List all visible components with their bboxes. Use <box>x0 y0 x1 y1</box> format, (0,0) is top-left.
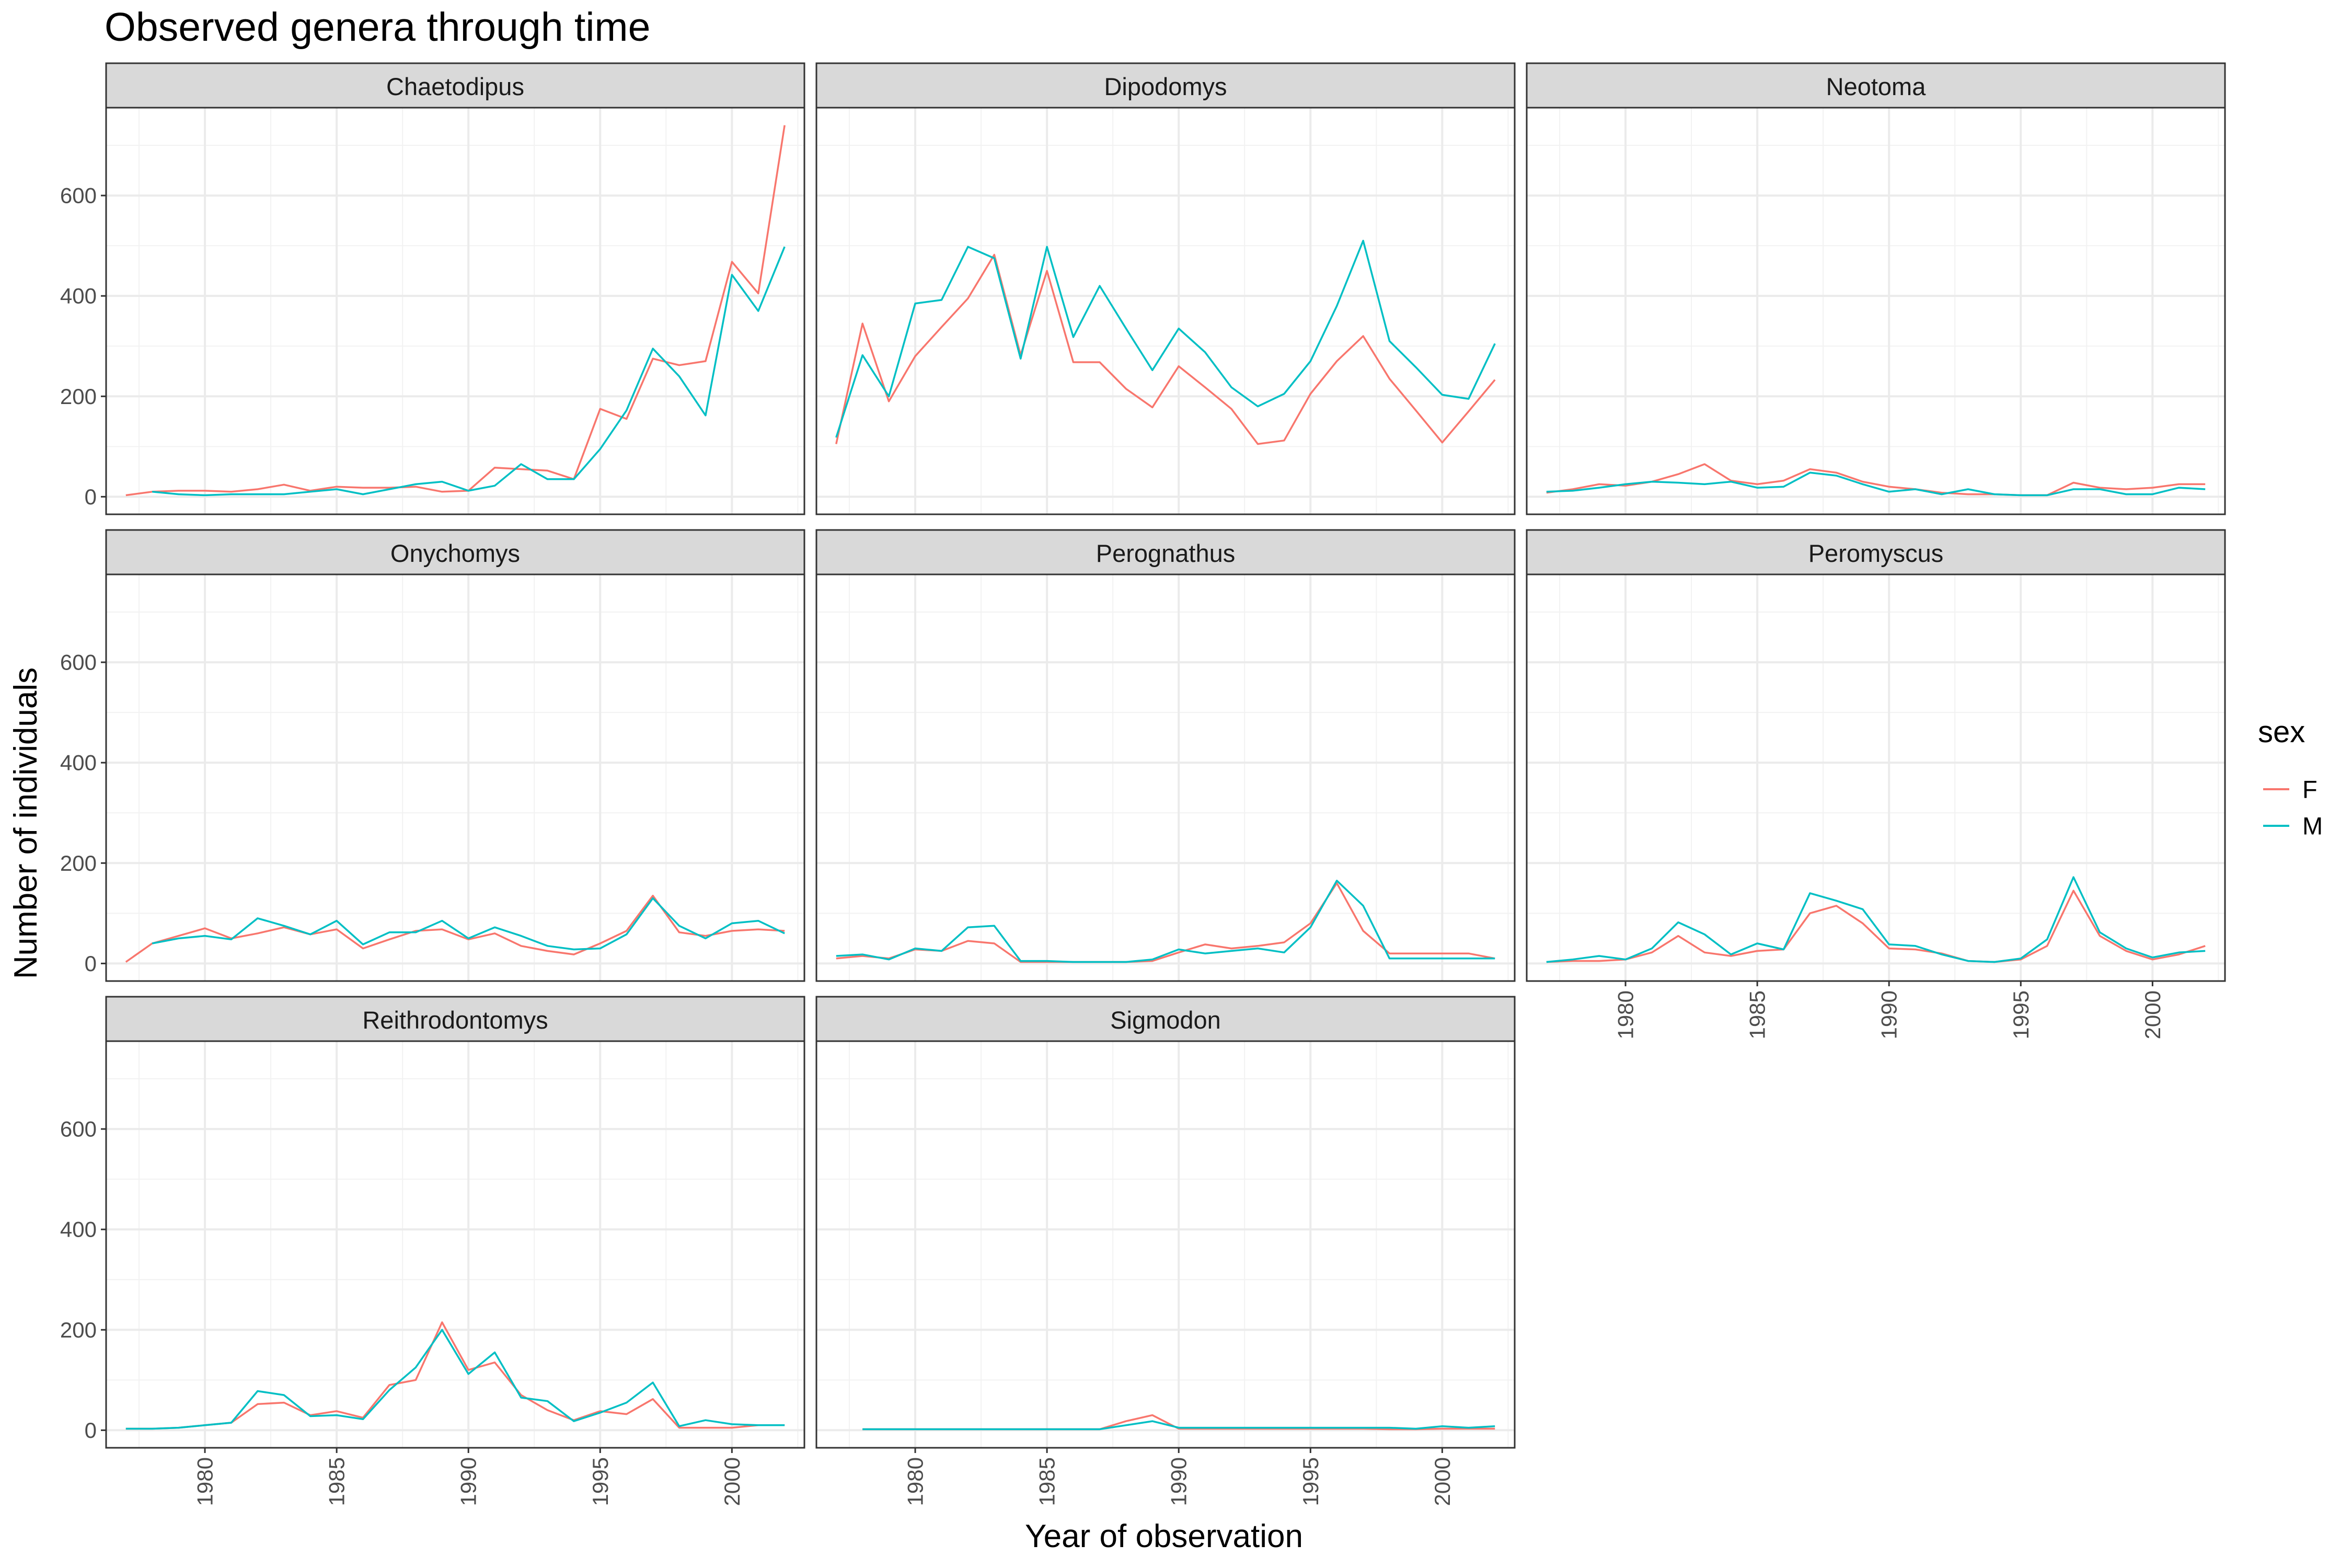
panel-border <box>1526 107 2226 515</box>
y-tick-label: 200 <box>60 1318 97 1342</box>
panel-background <box>1526 107 2226 515</box>
x-tick-label: 1985 <box>1745 990 1770 1039</box>
facet-perognathus: Perognathus <box>815 529 1516 982</box>
x-tick-label: 1990 <box>456 1457 481 1506</box>
series-line-M <box>1546 876 2206 963</box>
legend-label: M <box>2302 812 2323 840</box>
x-tick-label: 1980 <box>1613 990 1638 1039</box>
facet-onychomys: Onychomys 0 200 400 600 <box>60 529 805 982</box>
y-tick-label: 400 <box>60 1217 97 1242</box>
x-tick-label: 1990 <box>1877 990 1901 1039</box>
plot-title: Observed genera through time <box>105 5 650 50</box>
facet-dipodomys: Dipodomys <box>815 62 1516 515</box>
series-line-M <box>125 1329 785 1430</box>
y-tick-label: 0 <box>85 951 97 976</box>
x-axis-title: Year of observation <box>1025 1518 1303 1554</box>
facet-reithrodontomys: Reithrodontomys 0 200 400 600 1980 1985 1990 199… <box>60 996 805 1506</box>
panel-border <box>815 573 1516 982</box>
panel-border <box>105 573 805 982</box>
panel-background <box>815 107 1516 515</box>
series-line-F <box>1546 463 2206 497</box>
panel-background <box>105 573 805 982</box>
x-tick-label: 1980 <box>903 1457 928 1506</box>
facet-strip-label: Neotoma <box>1826 73 1927 100</box>
panel-border <box>815 1040 1516 1449</box>
facet-strip <box>105 996 805 1042</box>
panel-background <box>1526 573 2226 982</box>
series-line-F <box>125 125 786 497</box>
series-line-F <box>125 1321 785 1430</box>
x-tick-label: 2000 <box>720 1457 744 1506</box>
y-tick-label: 600 <box>60 1117 97 1142</box>
series-line-M <box>862 1420 1495 1431</box>
series-line-M <box>835 239 1496 438</box>
legend-items: FM <box>2261 774 2323 841</box>
facet-peromyscus: Peromyscus 1980 1985 1990 1995 2000 <box>1526 529 2226 1039</box>
facet-strip <box>1526 62 2226 109</box>
x-tick-label: 1995 <box>2009 990 2033 1039</box>
y-tick-label: 200 <box>60 851 97 875</box>
panel-border <box>1526 573 2226 982</box>
facet-strip-label: Reithrodontomys <box>362 1006 548 1034</box>
legend-item-M: M <box>2261 810 2323 841</box>
facet-strip <box>815 529 1516 575</box>
y-tick-label: 600 <box>60 183 97 208</box>
legend-label: F <box>2302 776 2318 803</box>
facet-strip <box>815 996 1516 1042</box>
x-tick-label: 1995 <box>588 1457 613 1506</box>
x-tick-label: 2000 <box>1430 1457 1455 1506</box>
x-tick-label: 1985 <box>325 1457 349 1506</box>
series-line-M <box>836 880 1495 963</box>
facet-strip-label: Dipodomys <box>1104 73 1227 100</box>
legend-item-F: F <box>2261 774 2318 805</box>
panel-background <box>105 107 805 515</box>
x-tick-label: 1980 <box>193 1457 217 1506</box>
facet-strip-label: Sigmodon <box>1110 1006 1221 1034</box>
facet-strip-label: Peromyscus <box>1808 539 1944 567</box>
series-line-F <box>125 894 785 963</box>
x-tick-label: 1985 <box>1035 1457 1059 1506</box>
series-line-M <box>1546 471 2206 497</box>
facet-sigmodon: Sigmodon 1980 1985 1990 1995 2000 <box>815 996 1516 1506</box>
panel-background <box>815 573 1516 982</box>
x-tick-label: 1990 <box>1167 1457 1191 1506</box>
panel-border <box>105 1040 805 1449</box>
facet-strip-label: Chaetodipus <box>386 73 524 100</box>
panel-background <box>815 1040 1516 1449</box>
series-line-M <box>152 246 786 497</box>
facet-strip-label: Perognathus <box>1096 539 1236 567</box>
series-line-M <box>152 897 785 951</box>
facet-neotoma: Neotoma <box>1526 62 2226 515</box>
facet-strip-label: Onychomys <box>390 539 520 567</box>
y-tick-label: 400 <box>60 751 97 775</box>
panel-border <box>815 107 1516 515</box>
x-tick-label: 1995 <box>1298 1457 1323 1506</box>
series-line-F <box>1546 890 2206 963</box>
y-tick-label: 400 <box>60 284 97 308</box>
y-tick-label: 200 <box>60 384 97 409</box>
x-tick-label: 2000 <box>2140 990 2165 1039</box>
y-tick-label: 600 <box>60 650 97 675</box>
facet-chaetodipus: Chaetodipus 0 200 400 600 <box>60 62 805 515</box>
legend: sex FM <box>2258 715 2323 841</box>
legend-title: sex <box>2258 715 2305 749</box>
facet-strip <box>105 529 805 575</box>
y-tick-label: 0 <box>85 1418 97 1443</box>
panel-border <box>105 107 805 515</box>
y-axis-title: Number of individuals <box>8 667 44 979</box>
y-tick-label: 0 <box>85 485 97 509</box>
facet-strip <box>105 62 805 109</box>
facet-strip <box>1526 529 2226 575</box>
facet-panels: Chaetodipus 0 200 400 600 Dipodomys Neotoma Ony… <box>60 62 2226 1506</box>
facet-strip <box>815 62 1516 109</box>
panel-background <box>105 1040 805 1449</box>
series-line-F <box>835 253 1496 445</box>
